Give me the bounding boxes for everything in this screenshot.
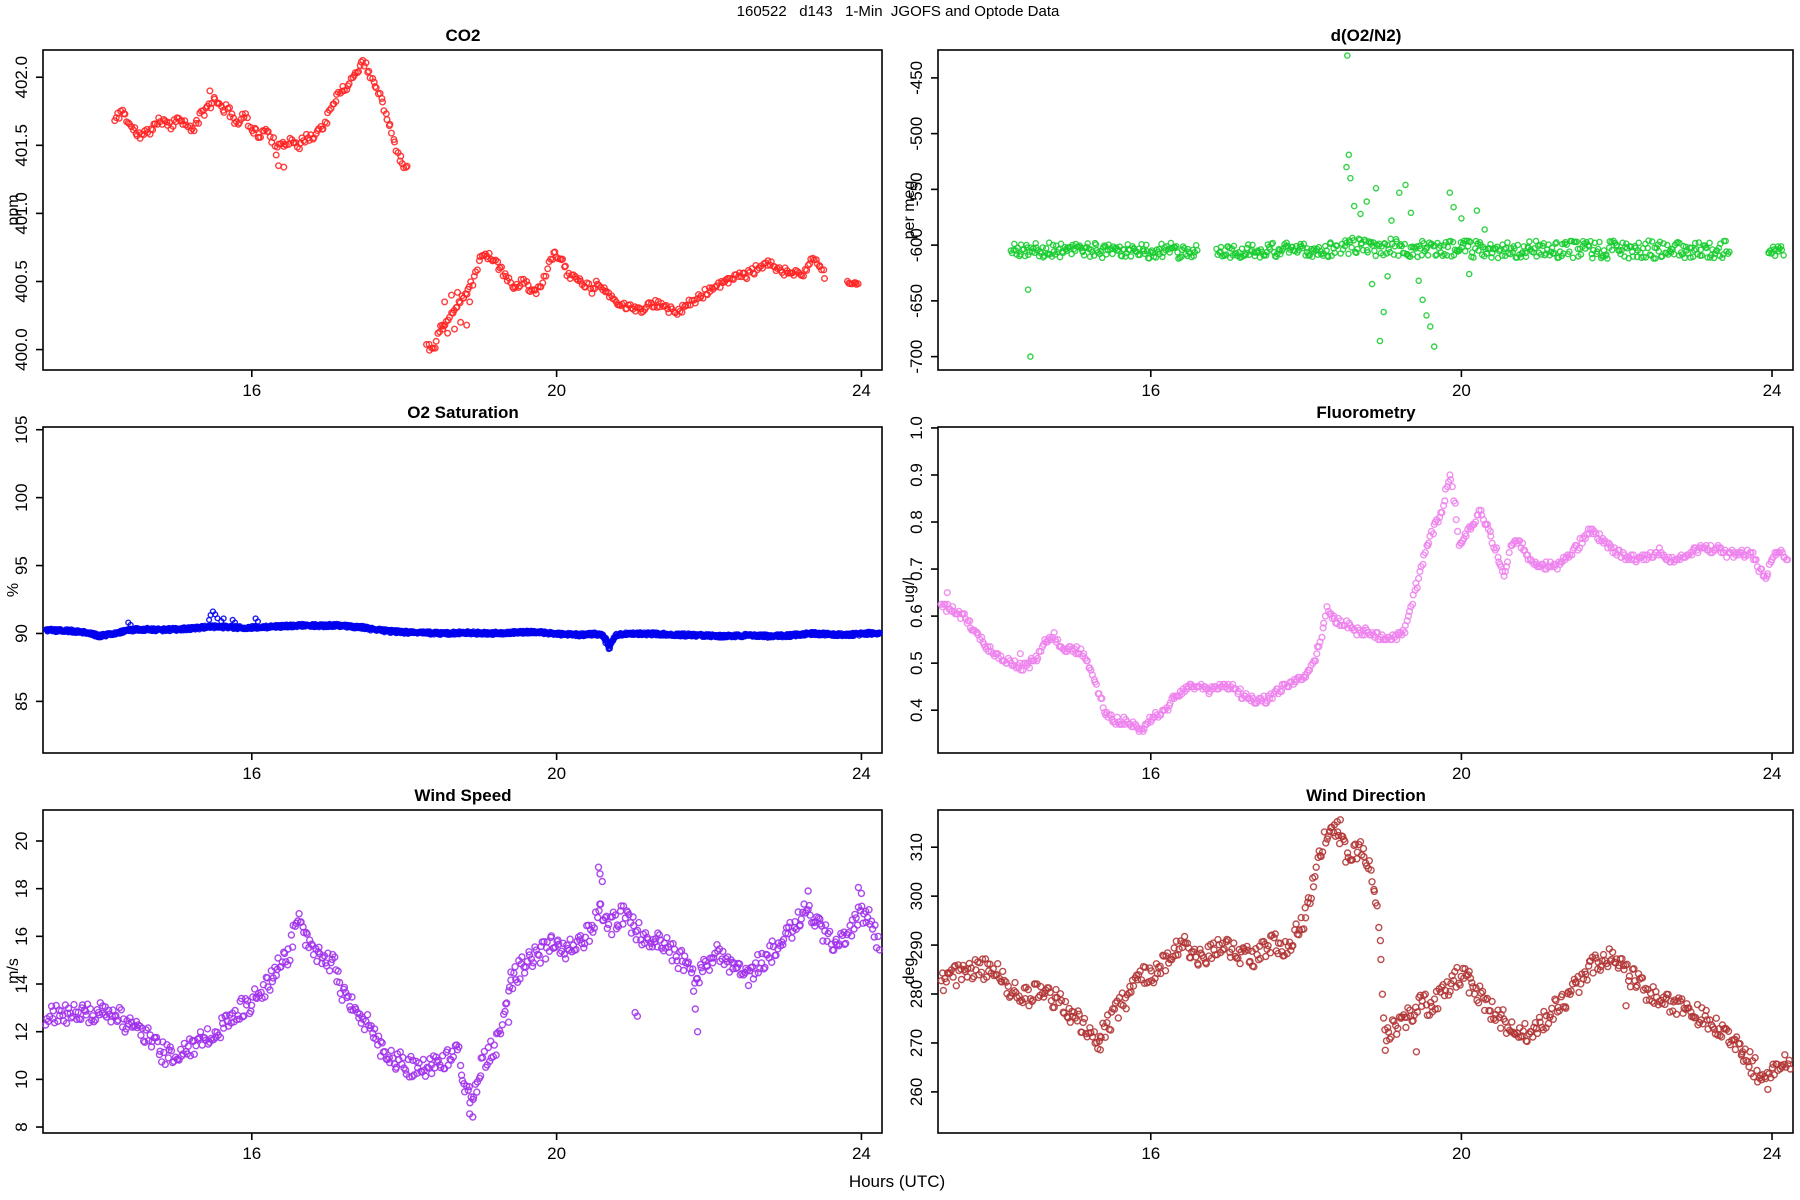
panel-o2-saturation: 16 20 24 85 90 95 100 105 — [12, 416, 883, 783]
panel-wind-speed: 16 20 24 8 10 12 14 16 18 20 — [12, 809, 884, 1163]
svg-text:401.0: 401.0 — [12, 192, 31, 235]
panel-points — [937, 816, 1795, 1094]
svg-text:24: 24 — [1763, 381, 1782, 400]
panel-points — [937, 471, 1792, 736]
svg-text:-600: -600 — [907, 228, 926, 262]
svg-text:10: 10 — [12, 1070, 31, 1089]
svg-text:20: 20 — [547, 764, 566, 783]
svg-text:16: 16 — [242, 764, 261, 783]
svg-text:0.5: 0.5 — [907, 651, 926, 675]
svg-text:0.8: 0.8 — [907, 510, 926, 534]
svg-text:90: 90 — [12, 624, 31, 643]
svg-text:24: 24 — [1763, 1144, 1782, 1163]
svg-text:24: 24 — [852, 764, 871, 783]
svg-text:16: 16 — [242, 381, 261, 400]
panel-points — [1007, 52, 1787, 360]
svg-text:24: 24 — [852, 1144, 871, 1163]
svg-text:14: 14 — [12, 975, 31, 994]
svg-text:-650: -650 — [907, 284, 926, 318]
svg-text:0.7: 0.7 — [907, 557, 926, 581]
panel-d-o2-n2-: 16 20 24 -700 -650 -600 -550 -500 -450 — [907, 49, 1794, 400]
svg-text:20: 20 — [547, 381, 566, 400]
svg-text:100: 100 — [12, 483, 31, 511]
svg-text:0.4: 0.4 — [907, 698, 926, 722]
svg-text:402.0: 402.0 — [12, 56, 31, 99]
ylabel-o2n2: per meg — [901, 180, 918, 240]
svg-text:280: 280 — [907, 980, 926, 1008]
xaxis-label: Hours (UTC) — [848, 1172, 946, 1191]
svg-text:16: 16 — [1141, 1144, 1160, 1163]
svg-text:18: 18 — [12, 879, 31, 898]
panel-title-wind-speed: Wind Speed — [414, 786, 512, 805]
panel-points — [41, 863, 884, 1121]
svg-text:400.0: 400.0 — [12, 328, 31, 371]
svg-text:290: 290 — [907, 931, 926, 959]
svg-text:16: 16 — [12, 927, 31, 946]
svg-text:24: 24 — [1763, 764, 1782, 783]
panel-fluorometry: 16 20 24 0.4 0.5 0.6 0.7 0.8 0.9 1.0 — [907, 416, 1794, 783]
svg-text:16: 16 — [242, 1144, 261, 1163]
panel-wind-direction: 16 20 24 260 270 280 290 300 310 — [907, 809, 1795, 1163]
svg-text:95: 95 — [12, 556, 31, 575]
figure-title: 160522 d143 1-Min JGOFS and Optode Data — [736, 3, 1060, 20]
svg-text:270: 270 — [907, 1029, 926, 1057]
panel-points — [43, 608, 883, 653]
svg-text:-700: -700 — [907, 340, 926, 374]
svg-text:300: 300 — [907, 882, 926, 910]
ylabel-o2sat: % — [5, 582, 22, 598]
svg-text:0.9: 0.9 — [907, 463, 926, 487]
svg-text:0.6: 0.6 — [907, 604, 926, 628]
svg-text:8: 8 — [12, 1122, 31, 1131]
svg-text:260: 260 — [907, 1078, 926, 1106]
svg-text:1.0: 1.0 — [907, 416, 926, 440]
svg-text:310: 310 — [907, 833, 926, 861]
svg-text:400.5: 400.5 — [12, 260, 31, 303]
panel-co2: 16 20 24 400.0 400.5 401.0 401.5 402.0 — [12, 49, 883, 400]
panel-title-o2sat: O2 Saturation — [407, 403, 519, 422]
svg-text:20: 20 — [1452, 764, 1471, 783]
panel-title-wind-direction: Wind Direction — [1306, 786, 1426, 805]
ylabel-wind-direction: deg — [901, 957, 918, 985]
svg-text:20: 20 — [547, 1144, 566, 1163]
panel-title-o2n2: d(O2/N2) — [1330, 26, 1402, 45]
svg-text:20: 20 — [1452, 381, 1471, 400]
panel-title-fluorometry: Fluorometry — [1316, 403, 1416, 422]
svg-text:85: 85 — [12, 692, 31, 711]
svg-text:12: 12 — [12, 1022, 31, 1041]
ylabel-wind-speed: m/s — [5, 958, 22, 984]
svg-text:-450: -450 — [907, 61, 926, 95]
svg-text:-500: -500 — [907, 117, 926, 151]
svg-text:20: 20 — [12, 832, 31, 851]
svg-text:24: 24 — [852, 381, 871, 400]
svg-text:-550: -550 — [907, 172, 926, 206]
svg-text:20: 20 — [1452, 1144, 1471, 1163]
svg-text:105: 105 — [12, 416, 31, 444]
panel-points — [111, 56, 862, 354]
svg-text:401.5: 401.5 — [12, 124, 31, 167]
svg-text:16: 16 — [1141, 381, 1160, 400]
ylabel-fluorometry: ug/l — [901, 577, 918, 603]
panel-title-co2: CO2 — [445, 26, 481, 45]
ylabel-co2: ppm — [5, 194, 22, 226]
svg-text:16: 16 — [1141, 764, 1160, 783]
